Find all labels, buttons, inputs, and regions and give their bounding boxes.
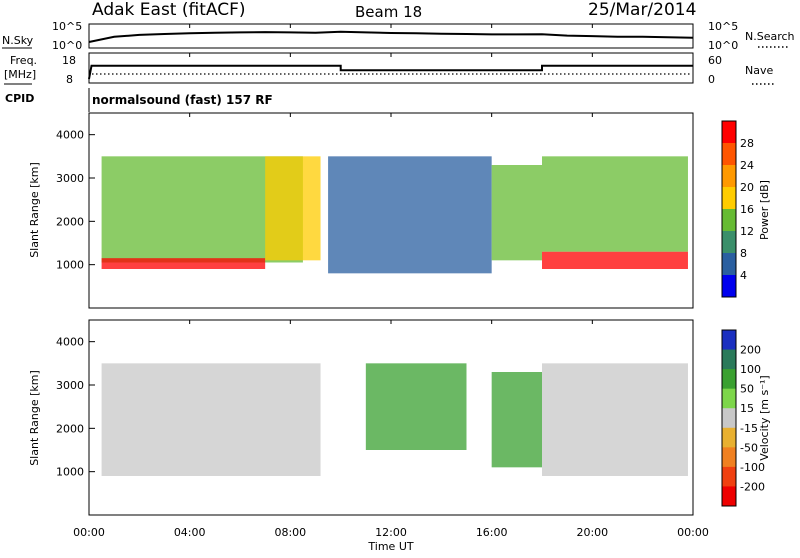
velocity-feature-3	[542, 363, 688, 476]
velocity-colorbar-label: Velocity [m s⁻¹]	[758, 375, 771, 460]
velocity-feature-1	[365, 363, 467, 450]
power-feature-5	[542, 251, 688, 269]
power-feature-3	[328, 156, 492, 274]
x-axis-label: Time UT	[367, 540, 413, 553]
velocity-colorbar-swatch-4	[722, 408, 736, 429]
velocity-colorbar-swatch-8	[722, 486, 736, 507]
x-tick-5: 20:00	[576, 526, 608, 539]
power-y-tick-0: 4000	[56, 129, 84, 142]
power-colorbar-swatch-0	[722, 121, 736, 144]
freq-tick-bottom: 8	[66, 73, 73, 86]
power-colorbar-tick-1: 24	[740, 159, 754, 172]
power-colorbar-swatch-3	[722, 187, 736, 210]
x-tick-6: 00:00	[677, 526, 709, 539]
velocity-colorbar-swatch-6	[722, 447, 736, 468]
nsky-tick-bottom: 10^0	[52, 39, 82, 52]
freq-panel-frame	[88, 52, 694, 84]
velocity-colorbar-frame	[721, 329, 737, 507]
power-colorbar-label: Power [dB]	[758, 180, 771, 240]
power-colorbar-tick-5: 8	[740, 247, 747, 260]
velocity-colorbar-tick-6: -100	[740, 461, 765, 474]
velocity-colorbar-tick-4: -15	[740, 422, 758, 435]
velocity-panel: 4000 3000 2000 1000 Slant Range [km]	[28, 319, 694, 516]
velocity-colorbar-tick-3: 15	[740, 402, 754, 415]
beam-title: Beam 18	[355, 3, 422, 21]
nsearch-tick-bottom: 10^0	[708, 39, 738, 52]
freq-label: Freq.	[10, 54, 37, 67]
nsky-series-line	[88, 30, 694, 43]
velocity-colorbar-swatch-1	[722, 349, 736, 370]
x-axis-ticks: 00:00 04:00 08:00 12:00 16:00 20:00 00:00	[73, 24, 709, 539]
velocity-y-tick-1: 3000	[56, 379, 84, 392]
power-colorbar-swatch-4	[722, 209, 736, 232]
power-colorbar-swatch-1	[722, 143, 736, 166]
x-tick-0: 00:00	[73, 526, 105, 539]
date-title: 25/Mar/2014	[588, 0, 696, 20]
power-colorbar-tick-0: 28	[740, 137, 754, 150]
velocity-y-tick-0: 4000	[56, 336, 84, 349]
cpid-text: normalsound (fast) 157 RF	[92, 93, 273, 107]
x-tick-1: 04:00	[174, 526, 206, 539]
power-colorbar-swatch-5	[722, 231, 736, 254]
velocity-colorbar-swatch-5	[722, 427, 736, 448]
power-colorbar: 28 24 20 16 12 8 4	[721, 120, 754, 298]
x-tick-4: 16:00	[476, 526, 508, 539]
freq-tick-top: 18	[62, 54, 76, 67]
power-y-tick-3: 1000	[56, 259, 84, 272]
velocity-colorbar-swatch-3	[722, 388, 736, 409]
power-colorbar-tick-4: 12	[740, 225, 754, 238]
velocity-colorbar: 200 100 50 15 -15 -50 -100 -200	[721, 329, 765, 507]
power-panel: 4000 3000 2000 1000 Slant Range [km]	[28, 112, 694, 309]
velocity-colorbar-swatch-2	[722, 369, 736, 390]
velocity-y-tick-3: 1000	[56, 466, 84, 479]
velocity-feature-2	[491, 372, 542, 468]
power-y-tick-1: 3000	[56, 172, 84, 185]
power-colorbar-tick-2: 20	[740, 181, 754, 194]
power-colorbar-swatch-7	[722, 275, 736, 298]
power-y-tick-2: 2000	[56, 215, 84, 228]
nsky-tick-top: 10^5	[52, 20, 82, 33]
cpid-label: CPID	[5, 92, 34, 105]
velocity-colorbar-swatch-0	[722, 330, 736, 351]
power-y-axis-label: Slant Range [km]	[28, 162, 41, 258]
power-colorbar-swatch-2	[722, 165, 736, 188]
velocity-y-axis-label: Slant Range [km]	[28, 370, 41, 466]
velocity-y-ticks: 4000 3000 2000 1000	[56, 336, 95, 479]
x-tick-3: 12:00	[375, 526, 407, 539]
nave-tick-top: 60	[708, 54, 722, 67]
freq-unit-label: [MHz]	[4, 68, 36, 81]
velocity-colorbar-tick-1: 100	[740, 363, 761, 376]
power-feature-4	[491, 165, 542, 261]
nsearch-tick-top: 10^5	[708, 20, 738, 33]
velocity-colorbar-tick-7: -200	[740, 480, 765, 493]
power-colorbar-tick-3: 16	[740, 203, 754, 216]
power-features	[101, 156, 688, 274]
freq-series-line	[88, 64, 693, 80]
power-colorbar-swatch-6	[722, 253, 736, 276]
power-feature-2	[265, 156, 321, 261]
power-feature-1	[101, 258, 266, 269]
power-feature-6	[542, 156, 688, 252]
nsky-label: N.Sky	[2, 34, 34, 47]
nsearch-label: N.Search	[745, 30, 795, 43]
power-colorbar-frame	[721, 120, 737, 298]
velocity-feature-0	[101, 363, 321, 476]
station-title: Adak East (fitACF)	[92, 0, 246, 20]
velocity-colorbar-tick-0: 200	[740, 344, 761, 357]
x-tick-2: 08:00	[274, 526, 306, 539]
velocity-y-tick-2: 2000	[56, 422, 84, 435]
velocity-features	[101, 363, 688, 476]
velocity-colorbar-tick-2: 50	[740, 383, 754, 396]
velocity-colorbar-swatch-7	[722, 466, 736, 487]
power-y-ticks: 4000 3000 2000 1000	[56, 129, 95, 272]
nave-tick-bottom: 0	[708, 73, 715, 86]
velocity-colorbar-tick-5: -50	[740, 441, 758, 454]
nave-label: Nave	[745, 64, 773, 77]
power-colorbar-tick-6: 4	[740, 269, 747, 282]
